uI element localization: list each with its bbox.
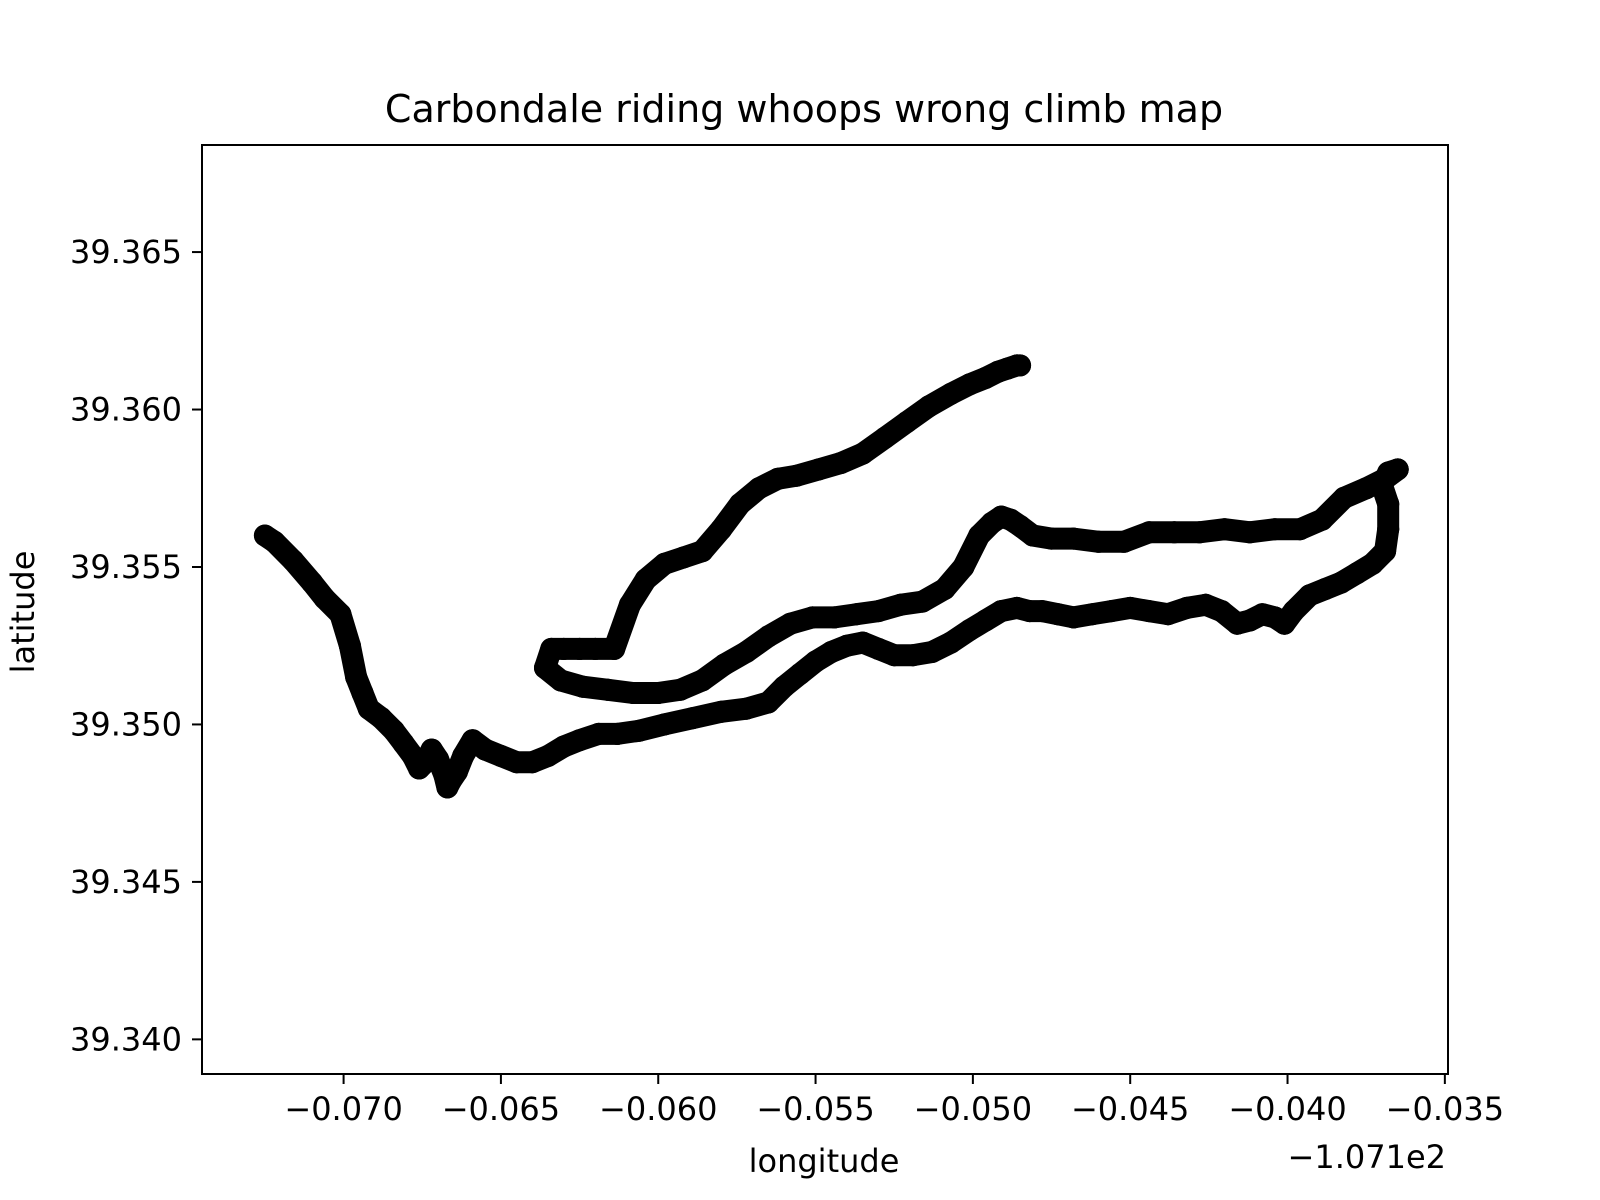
- x-axis-offset-label: −1.071e2: [1288, 1138, 1446, 1176]
- route-point: [1009, 354, 1032, 377]
- x-tick-label: −0.035: [1386, 1090, 1504, 1128]
- x-tick-label: −0.070: [284, 1090, 402, 1128]
- x-tick-label: −0.060: [599, 1090, 717, 1128]
- plot-frame: [201, 144, 1449, 1075]
- x-tick-label: −0.045: [1071, 1090, 1189, 1128]
- route-markers: [253, 354, 1409, 799]
- y-tick-label: 39.345: [70, 863, 182, 901]
- x-tick-label: −0.065: [442, 1090, 560, 1128]
- y-axis-label: latitude: [4, 551, 42, 674]
- x-axis-label: longitude: [749, 1142, 900, 1180]
- y-tick-label: 39.340: [70, 1020, 182, 1058]
- y-tick-label: 39.355: [70, 548, 182, 586]
- y-axis: 39.340 39.345 39.350 39.355 39.360 39.365: [70, 233, 202, 1058]
- x-tick-label: −0.055: [756, 1090, 874, 1128]
- y-tick-label: 39.350: [70, 705, 182, 743]
- x-tick-label: −0.040: [1228, 1090, 1346, 1128]
- x-tick-label: −0.050: [914, 1090, 1032, 1128]
- chart-title: Carbondale riding whoops wrong climb map: [385, 87, 1223, 131]
- y-tick-label: 39.365: [70, 233, 182, 271]
- x-axis: −0.070 −0.065 −0.060 −0.055 −0.050 −0.045 −0.0…: [284, 1074, 1504, 1128]
- y-tick-label: 39.360: [70, 391, 182, 429]
